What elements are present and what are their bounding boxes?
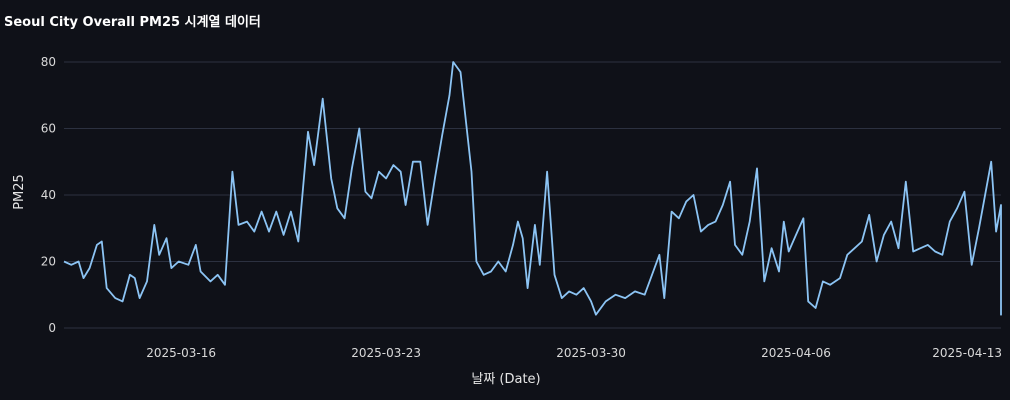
y-tick-label: 60 [41,121,56,135]
x-axis-label: 날짜 (Date) [471,372,540,387]
x-tick-label: 2025-04-06 [761,346,831,360]
y-tick-labels: 0 20 40 60 80 [41,55,56,335]
series-line-pm25 [63,61,1002,316]
x-tick-label: 2025-04-13 [932,346,1002,360]
y-tick-label: 40 [41,188,56,202]
chart-title: Seoul City Overall PM25 시계열 데이터 [4,15,261,30]
y-tick-label: 0 [48,321,56,335]
x-tick-label: 2025-03-30 [556,346,626,360]
x-tick-labels: 2025-03-16 2025-03-23 2025-03-30 2025-04-06… [146,346,1002,360]
y-axis-label: PM25 [12,174,27,210]
x-tick-label: 2025-03-16 [146,346,216,360]
x-tick-label: 2025-03-23 [351,346,421,360]
y-tick-label: 80 [41,55,56,69]
grid-lines [64,61,1001,329]
y-tick-label: 20 [41,254,56,268]
